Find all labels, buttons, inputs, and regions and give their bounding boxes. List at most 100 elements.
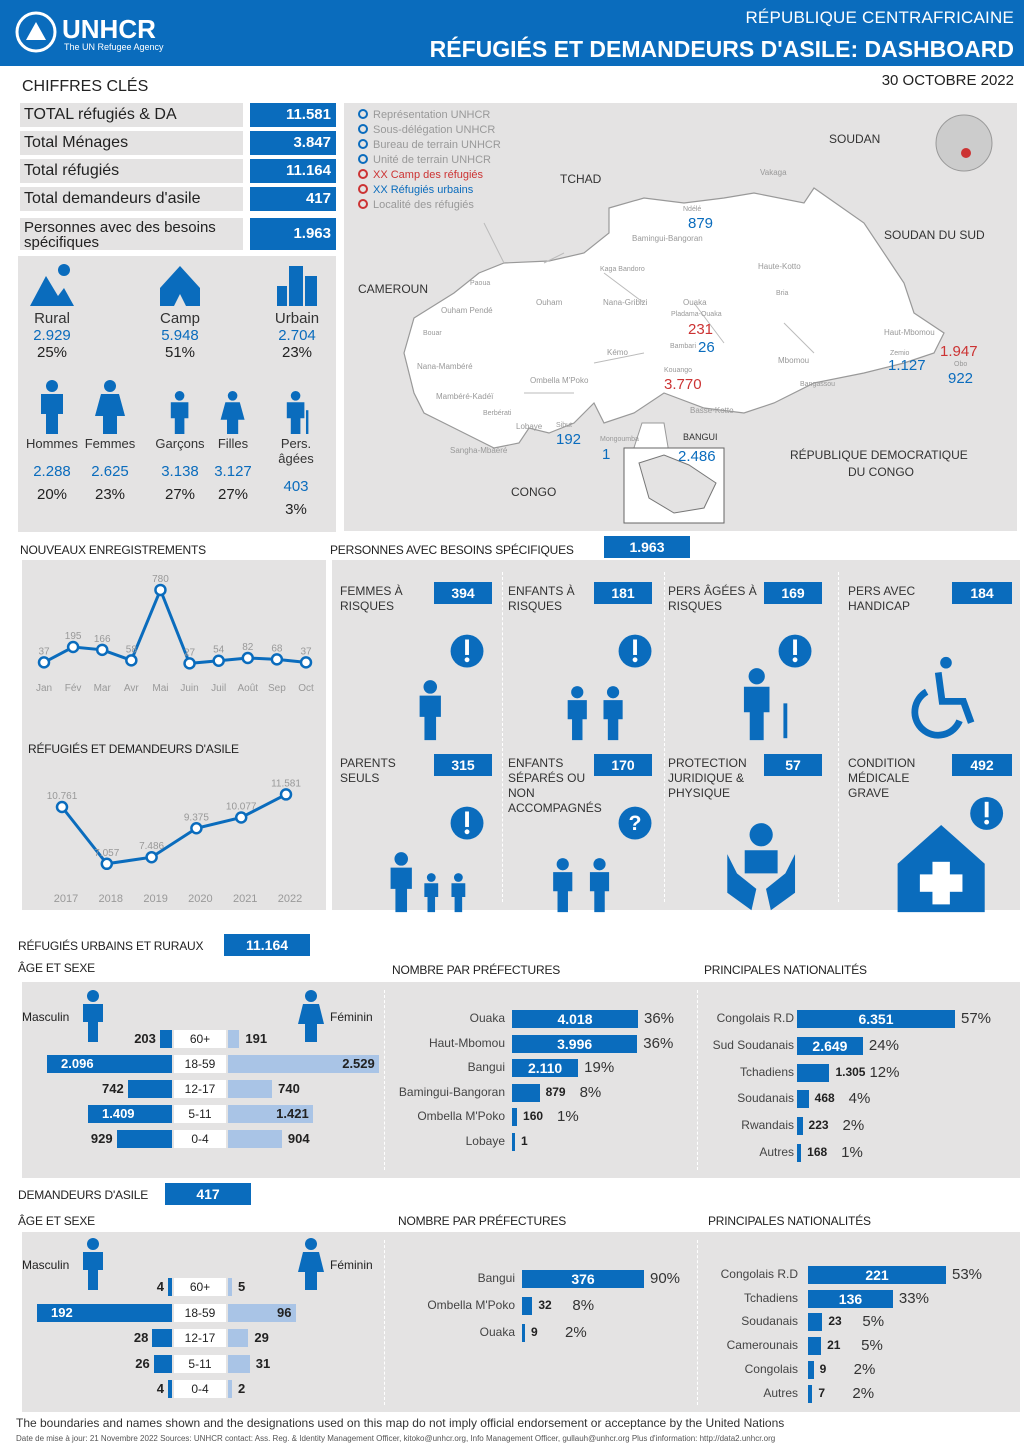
demography-value: 3.127: [214, 463, 252, 480]
bar: [512, 1059, 579, 1077]
pyramid-female-value: 740: [278, 1081, 300, 1096]
trend-tick-label: 2019: [143, 893, 167, 905]
refugees-age-title: ÂGE ET SEXE: [18, 961, 95, 975]
asylum-nat-title: PRINCIPALES NATIONALITÉS: [708, 1214, 871, 1228]
town-label: Pladama-Ouaka: [671, 311, 722, 318]
bar-pct: 5%: [862, 1313, 885, 1331]
prefecture-label: Haute-Kotto: [758, 262, 801, 271]
map-figure: 231: [688, 321, 714, 338]
nationality-label: Soudanais: [741, 1314, 798, 1329]
need-label: ENFANTS SÉPARÉS OU NON ACCOMPAGNÉS: [508, 756, 602, 815]
trend-point: [100, 857, 114, 871]
medical-house-icon: [876, 796, 1006, 913]
pyramid-male-bar: [127, 1080, 172, 1098]
legend-item: Représentation UNHCR: [358, 108, 528, 123]
legend-label: Unité de terrain UNHCR: [373, 154, 491, 166]
trend-data-label: 11.581: [271, 778, 301, 789]
prefecture-label: Nana-Mambéré: [417, 362, 473, 371]
new-reg-tick-label: Août: [237, 683, 258, 694]
new-reg-data-label: 37: [38, 646, 50, 657]
new-reg-title: NOUVEAUX ENREGISTREMENTS: [20, 543, 206, 557]
legend-label: Localité des réfugiés: [373, 199, 474, 211]
bar-pct: 8%: [572, 1297, 595, 1314]
prefecture-label: Ouaka: [469, 1011, 505, 1025]
new-reg-data-label: 780: [152, 574, 169, 585]
asylum-title: DEMANDEURS D'ASILE: [18, 1188, 149, 1202]
bar: [797, 1036, 863, 1055]
trend-data-label: 9.375: [184, 812, 209, 823]
map-figure: 192: [556, 431, 582, 448]
needs-title: PERSONNES AVEC BESOINS SPÉCIFIQUES: [330, 543, 574, 557]
nationality-label: Autres: [759, 1145, 794, 1159]
trend-point: [190, 822, 203, 835]
demography-pct: 27%: [217, 486, 249, 503]
new-reg-tick-label: Mar: [94, 683, 112, 694]
settlement-label: Camp: [159, 310, 200, 327]
nationality-label: Congolais: [744, 1361, 798, 1376]
nationality-label: Soudanais: [737, 1091, 794, 1106]
country-label: CAMEROUN: [358, 282, 429, 296]
pyramid-age-label: 12-17: [174, 1329, 226, 1347]
column-divider: [697, 990, 698, 1170]
new-reg-tick-label: Jan: [36, 683, 52, 694]
bar-pct: 8%: [579, 1083, 602, 1101]
settlement-pct: 51%: [164, 344, 196, 361]
town-label: Kouango: [664, 367, 693, 374]
legend-label: XX Camp des réfugiés: [373, 169, 484, 181]
protection-hands-icon: [696, 796, 826, 911]
nationality-label: Sud Soudanais: [712, 1037, 794, 1052]
new-reg-point: [37, 656, 51, 669]
prefecture-label: Nana-Gribizi: [603, 298, 648, 307]
report-date: 30 OCTOBRE 2022: [881, 72, 1014, 89]
need-label: PERS ÂGÉES À RISQUES: [668, 584, 757, 613]
prefecture-label: Bangui: [467, 1060, 505, 1074]
trend-data-label: 7.486: [139, 841, 164, 852]
pyramid-female-bar: [228, 1380, 232, 1398]
town-label: Zemio: [890, 350, 910, 357]
pyramid-male-bar: [47, 1055, 172, 1073]
demography-pct: 23%: [94, 486, 126, 503]
nationality-label: Congolais R.D: [720, 1267, 798, 1281]
pyramid-female-value: 904: [287, 1131, 310, 1146]
bar-value: 9: [819, 1361, 827, 1376]
town-label: Kaga Bandoro: [600, 266, 645, 273]
bar: [512, 1034, 638, 1053]
female-label: Féminin: [330, 1258, 373, 1272]
map-figure: 879: [688, 215, 714, 232]
pyramid-male-value: 929: [90, 1131, 113, 1146]
settlement-rural: Rural 2.929 25%: [12, 262, 92, 361]
key-figure-row: Personnes avec des besoins spécifiques 1.…: [20, 218, 336, 250]
bar-value: 2.649: [812, 1037, 848, 1054]
trend-line: [60, 793, 287, 866]
new-reg-chart: 37 Jan 195 Fév 166 Mar 58 Avr 780 Mai 27 Juin 54 Juil…: [36, 574, 314, 694]
new-reg-data-label: 195: [65, 631, 82, 642]
key-figure-value: 1.963: [250, 218, 336, 250]
prefecture-label: Kémo: [607, 348, 628, 357]
bar: [522, 1270, 644, 1288]
trend-tick-label: 2021: [233, 893, 257, 905]
elderly-at-risk-icon: [696, 624, 826, 741]
legend-label: Sous-délégation UNHCR: [373, 124, 496, 136]
asylum-age-title: ÂGE ET SEXE: [18, 1214, 95, 1228]
trend-point: [145, 850, 158, 864]
man-icon: [18, 378, 86, 434]
demography-label: Garçons: [155, 436, 205, 451]
nationality-label: Camerounais: [726, 1338, 798, 1353]
demography-pct: 3%: [285, 501, 307, 518]
legend-item: XX Réfugiés urbains: [358, 183, 528, 198]
new-reg-data-label: 27: [184, 647, 196, 658]
bar-pct: 24%: [868, 1036, 899, 1054]
new-reg-point: [95, 643, 109, 657]
need-value: 181: [594, 582, 652, 604]
need-label: PROTECTION JURIDIQUE & PHYSIQUE: [668, 756, 747, 800]
pyramid-male-value: 1.409: [102, 1106, 135, 1121]
demography-label: Pers. âgées: [278, 436, 314, 466]
new-reg-point: [270, 653, 284, 666]
prefecture-label: Basse-Kotto: [690, 406, 734, 415]
trend-tick-label: 2022: [278, 893, 302, 905]
trend-chart: 10.761 2017 7.057 2018 7.486 2019 9.375 2020 10.…: [47, 778, 303, 905]
pyramid-age-label: 60+: [174, 1030, 226, 1048]
bar-pct: 33%: [898, 1289, 929, 1307]
bar-pct: 2%: [842, 1117, 865, 1135]
nationality-label: Tchadiens: [739, 1064, 794, 1079]
